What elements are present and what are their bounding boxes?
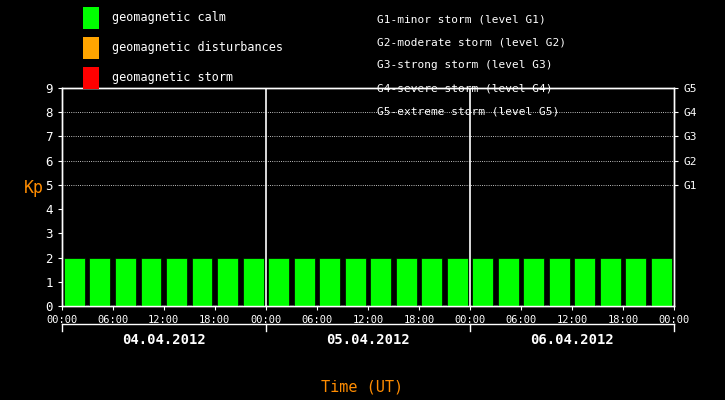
Bar bbox=[344, 258, 365, 306]
Bar bbox=[626, 258, 647, 306]
Bar bbox=[268, 258, 289, 306]
Text: geomagnetic calm: geomagnetic calm bbox=[112, 12, 226, 24]
Bar bbox=[64, 258, 85, 306]
Bar bbox=[447, 258, 468, 306]
Bar bbox=[574, 258, 595, 306]
Bar bbox=[473, 258, 493, 306]
Text: 04.04.2012: 04.04.2012 bbox=[122, 333, 206, 347]
Y-axis label: Kp: Kp bbox=[24, 179, 44, 197]
Text: 05.04.2012: 05.04.2012 bbox=[326, 333, 410, 347]
Bar bbox=[166, 258, 187, 306]
Bar bbox=[600, 258, 621, 306]
Bar bbox=[498, 258, 519, 306]
Text: G2-moderate storm (level G2): G2-moderate storm (level G2) bbox=[377, 37, 566, 47]
Bar bbox=[549, 258, 570, 306]
Text: G5-extreme storm (level G5): G5-extreme storm (level G5) bbox=[377, 107, 559, 117]
Bar bbox=[141, 258, 162, 306]
Text: G3-strong storm (level G3): G3-strong storm (level G3) bbox=[377, 60, 552, 70]
Bar bbox=[115, 258, 136, 306]
Text: G1-minor storm (level G1): G1-minor storm (level G1) bbox=[377, 14, 546, 24]
Bar bbox=[651, 258, 672, 306]
Text: geomagnetic disturbances: geomagnetic disturbances bbox=[112, 42, 283, 54]
Bar bbox=[294, 258, 315, 306]
Bar bbox=[421, 258, 442, 306]
Bar bbox=[243, 258, 263, 306]
Text: G4-severe storm (level G4): G4-severe storm (level G4) bbox=[377, 84, 552, 94]
Text: Time (UT): Time (UT) bbox=[321, 379, 404, 394]
Bar bbox=[217, 258, 238, 306]
Bar bbox=[523, 258, 544, 306]
Bar bbox=[191, 258, 212, 306]
Bar bbox=[396, 258, 417, 306]
Bar bbox=[89, 258, 110, 306]
Text: geomagnetic storm: geomagnetic storm bbox=[112, 72, 233, 84]
Text: 06.04.2012: 06.04.2012 bbox=[530, 333, 614, 347]
Bar bbox=[370, 258, 392, 306]
Bar bbox=[319, 258, 340, 306]
